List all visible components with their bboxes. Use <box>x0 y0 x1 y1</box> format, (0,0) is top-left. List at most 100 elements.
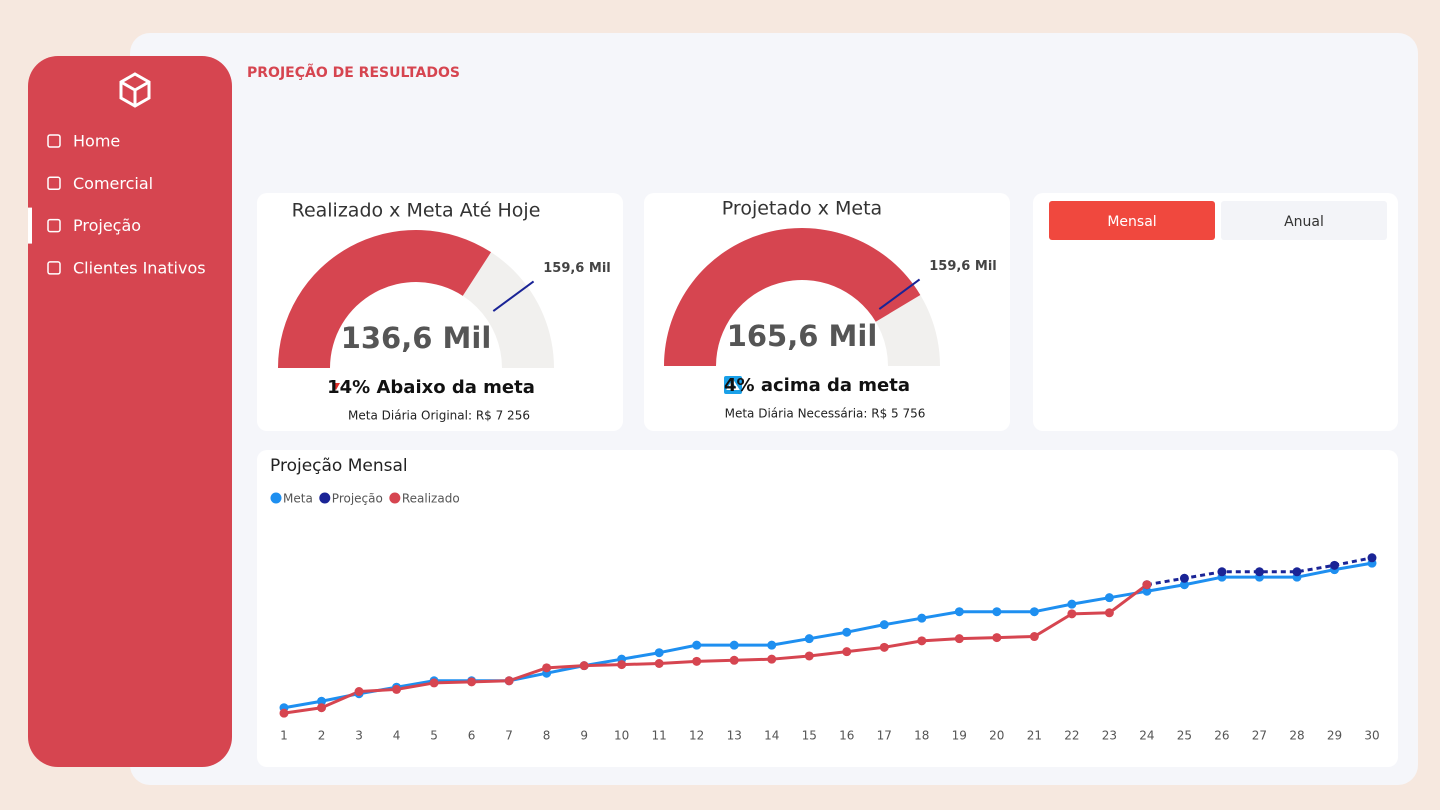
nav-icon <box>47 261 61 275</box>
x-tick-label: 19 <box>952 729 967 743</box>
data-point <box>1329 560 1339 570</box>
x-tick-label: 15 <box>802 729 817 743</box>
toggle-label[interactable]: Mensal <box>1107 214 1156 230</box>
x-tick-label: 10 <box>614 729 629 743</box>
status-up-icon <box>726 379 740 390</box>
nav-icon <box>47 176 61 191</box>
x-tick-label: 8 <box>543 729 551 743</box>
legend-marker <box>270 492 282 504</box>
nav-icon <box>47 218 61 233</box>
data-point <box>354 687 364 697</box>
toggle-card <box>1033 193 1398 431</box>
x-tick-label: 6 <box>468 729 476 743</box>
toggle-button[interactable] <box>1221 201 1387 240</box>
data-point <box>1217 567 1227 577</box>
legend-label: Projeção <box>332 492 383 506</box>
data-point <box>804 634 814 644</box>
x-tick-label: 14 <box>764 729 779 743</box>
page-title: PROJEÇÃO DE RESULTADOS <box>247 64 460 81</box>
x-tick-label: 28 <box>1289 729 1304 743</box>
data-point <box>804 651 814 661</box>
toggle-button[interactable] <box>1049 201 1215 240</box>
x-tick-label: 20 <box>989 729 1004 743</box>
data-point <box>1292 567 1302 577</box>
x-tick-label: 30 <box>1364 729 1379 743</box>
x-tick-label: 26 <box>1214 729 1229 743</box>
gauge-target-label: 159,6 Mil <box>543 261 611 276</box>
data-point <box>1254 567 1264 577</box>
x-tick-label: 11 <box>652 729 667 743</box>
gauge-value: 165,6 Mil <box>727 319 878 353</box>
data-point <box>767 640 777 650</box>
data-point <box>729 655 739 665</box>
x-tick-label: 3 <box>355 729 363 743</box>
nav-item[interactable]: Comercial <box>73 174 153 193</box>
gauge-fill <box>278 229 492 368</box>
data-point <box>654 648 664 658</box>
x-tick-label: 5 <box>430 729 438 743</box>
nav-item[interactable]: Projeção <box>73 216 141 235</box>
data-point <box>879 642 889 652</box>
x-tick-label: 25 <box>1177 729 1192 743</box>
data-point <box>1029 632 1039 642</box>
x-tick-label: 24 <box>1139 729 1154 743</box>
data-point <box>767 654 777 664</box>
x-tick-label: 21 <box>1027 729 1042 743</box>
x-tick-label: 23 <box>1102 729 1117 743</box>
data-point <box>1104 608 1114 618</box>
chart-title: Projeção Mensal <box>270 456 408 476</box>
legend-marker <box>389 492 401 504</box>
x-tick-label: 17 <box>877 729 892 743</box>
x-tick-label: 7 <box>505 729 513 743</box>
x-tick-label: 4 <box>393 729 401 743</box>
data-point <box>954 607 964 617</box>
gauge-status: 4% acima da meta <box>724 375 910 396</box>
data-point <box>917 613 927 623</box>
gauge-target <box>492 280 535 312</box>
x-tick-label: 1 <box>280 729 288 743</box>
legend-label: Realizado <box>402 492 460 506</box>
data-point <box>1029 607 1039 617</box>
series-line <box>283 583 1148 715</box>
legend-label: Meta <box>283 492 313 506</box>
logo-edges <box>120 80 150 106</box>
data-point <box>429 678 439 688</box>
line-card <box>257 450 1398 767</box>
data-point <box>1367 553 1377 563</box>
active-indicator <box>28 207 32 244</box>
data-point <box>992 607 1002 617</box>
data-point <box>917 636 927 646</box>
toggle-label[interactable]: Anual <box>1284 214 1324 230</box>
nav-icon <box>47 134 61 148</box>
data-point <box>1179 580 1189 590</box>
data-point <box>467 677 477 687</box>
gauge-title: Projetado x Meta <box>722 198 882 220</box>
data-point <box>392 684 402 694</box>
data-point <box>317 703 327 713</box>
x-tick-label: 2 <box>318 729 326 743</box>
legend-marker <box>319 492 331 504</box>
nav-item[interactable]: Home <box>73 132 120 151</box>
data-point <box>879 620 889 630</box>
gauge-fill <box>664 228 921 366</box>
data-point <box>729 640 739 650</box>
x-tick-label: 16 <box>839 729 854 743</box>
gauge-title: Realizado x Meta Até Hoje <box>292 200 541 222</box>
data-point <box>504 676 514 686</box>
x-tick-label: 22 <box>1064 729 1079 743</box>
data-point <box>654 659 664 668</box>
data-point <box>954 634 964 644</box>
gauge-target <box>878 278 921 310</box>
gauge-value: 136,6 Mil <box>341 321 492 355</box>
data-point <box>692 640 702 650</box>
gauge-status: 14% Abaixo da meta <box>327 377 535 398</box>
data-point <box>1142 586 1152 596</box>
x-tick-label: 27 <box>1252 729 1267 743</box>
x-tick-label: 18 <box>914 729 929 743</box>
nav-item[interactable]: Clientes Inativos <box>73 258 206 277</box>
data-point <box>1067 609 1077 619</box>
x-tick-label: 12 <box>689 729 704 743</box>
x-tick-label: 9 <box>580 729 588 743</box>
